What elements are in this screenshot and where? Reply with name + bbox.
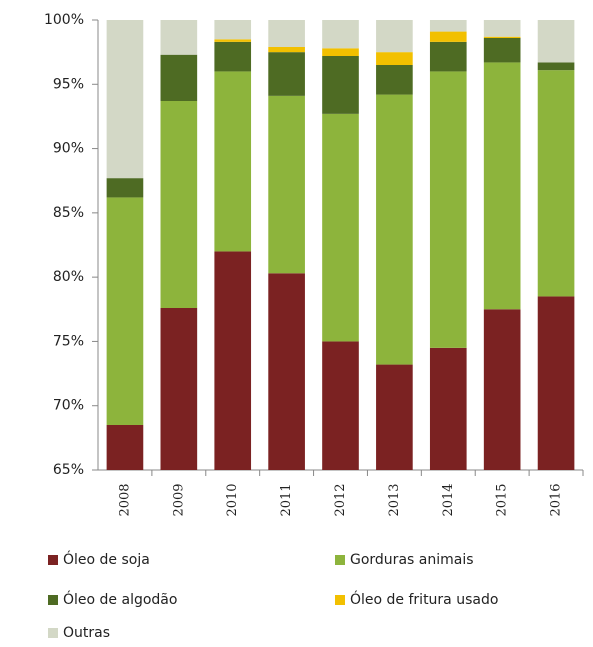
bar-segment (376, 52, 413, 65)
bar-segment (106, 178, 144, 198)
legend-swatch (335, 555, 345, 565)
bar-segment (429, 31, 467, 42)
bar-segment (537, 296, 575, 470)
y-tick-label: 80% (53, 269, 84, 285)
bar-segment (483, 20, 521, 37)
bar-segment (376, 364, 413, 470)
legend-label: Óleo de algodão (63, 590, 177, 608)
bar-segment (160, 20, 198, 55)
bar-segment (160, 101, 198, 308)
bar-segment (429, 20, 467, 32)
bar-segment (483, 38, 521, 63)
bar-segment (214, 251, 252, 470)
bar-segment (214, 39, 252, 42)
bar-segment (537, 20, 575, 63)
y-tick-label: 75% (53, 333, 84, 349)
bar-segment (429, 347, 467, 470)
bar-segment (483, 309, 521, 470)
legend-label: Óleo de soja (63, 550, 150, 568)
bar-segment (322, 56, 359, 114)
bar-segment (214, 71, 252, 252)
bar-segment (322, 48, 359, 56)
bar-segment (106, 197, 144, 425)
bar-segment (160, 54, 198, 101)
bar-segment (214, 20, 252, 40)
bar-segment (268, 47, 305, 53)
legend-swatch (48, 595, 58, 605)
bar-segment (376, 20, 413, 53)
x-tick-label: 2016 (549, 483, 564, 516)
legend-swatch (48, 555, 58, 565)
bar-segment (106, 20, 144, 179)
bar-segment (537, 70, 575, 297)
bar-segment (160, 308, 198, 470)
bar-segment (429, 71, 467, 348)
bar-segment (483, 36, 521, 38)
bar-segment (322, 341, 359, 470)
bar-segment (376, 94, 413, 365)
x-tick-label: 2014 (441, 483, 456, 516)
bar-segment (322, 20, 359, 49)
bar-segment (268, 273, 305, 470)
bar-segment (483, 62, 521, 310)
x-tick-label: 2012 (333, 483, 348, 516)
bar-segment (322, 113, 359, 342)
bar-segment (106, 425, 144, 470)
legend-label: Outras (63, 625, 110, 641)
x-tick-label: 2008 (117, 483, 132, 516)
bar-segment (268, 52, 305, 96)
legend-label: Óleo de fritura usado (350, 590, 498, 608)
x-tick-label: 2011 (279, 483, 294, 516)
x-tick-label: 2013 (387, 483, 402, 516)
y-tick-label: 65% (53, 462, 84, 478)
bar-segment (214, 41, 252, 72)
x-tick-label: 2010 (225, 483, 240, 516)
y-tick-label: 85% (53, 205, 84, 221)
y-tick-label: 100% (44, 12, 84, 28)
bar-segment (268, 95, 305, 274)
bar-segment (537, 62, 575, 71)
y-tick-label: 95% (53, 76, 84, 92)
x-tick-label: 2015 (495, 483, 510, 516)
x-tick-label: 2009 (171, 483, 186, 516)
bar-segment (268, 20, 305, 47)
legend-swatch (335, 595, 345, 605)
y-tick-label: 70% (53, 398, 84, 414)
bar-segment (429, 41, 467, 72)
legend-swatch (48, 628, 58, 638)
y-tick-label: 90% (53, 141, 84, 157)
legend-label: Gorduras animais (350, 552, 474, 568)
bar-segment (376, 65, 413, 95)
